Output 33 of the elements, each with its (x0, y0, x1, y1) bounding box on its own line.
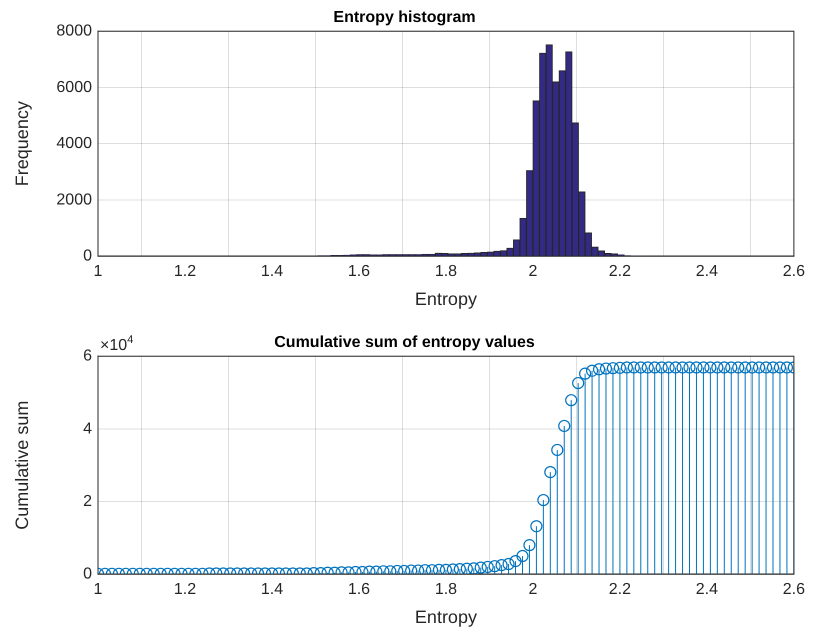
x-tick-label: 1.6 (348, 581, 370, 598)
y-tick-label: 2000 (56, 191, 92, 208)
x-tick-label: 1.4 (260, 263, 284, 280)
x-tick-label: 1 (94, 263, 103, 280)
x-tick-label: 1.2 (174, 263, 196, 280)
x-tick-label: 2.6 (782, 263, 806, 280)
chart-title: Cumulative sum of entropy values (274, 334, 535, 352)
x-tick-label: 2 (528, 581, 538, 598)
x-tick-label: 2.2 (608, 263, 632, 280)
x-tick-label: 1 (94, 581, 103, 598)
chart-title: Entropy histogram (333, 9, 476, 26)
x-axis-title: Entropy (414, 607, 477, 628)
y-tick-label: 4 (83, 420, 92, 438)
x-tick-label: 1.4 (260, 581, 284, 598)
x-tick-label: 1.2 (174, 581, 196, 598)
x-tick-label: 2.2 (608, 581, 632, 598)
y-tick-label: 6000 (56, 78, 92, 96)
y-tick-label: 6 (83, 348, 92, 365)
x-tick-label: 2.6 (782, 581, 806, 598)
y-tick-label: 0 (83, 248, 92, 265)
x-tick-label: 1.8 (434, 581, 458, 598)
x-axis-title: Entropy (414, 289, 477, 310)
x-tick-label: 1.8 (434, 263, 458, 280)
y-axis-title: Cumulative sum (12, 400, 32, 530)
x-tick-label: 2.4 (696, 581, 718, 598)
y-tick-label: 4000 (56, 135, 92, 152)
x-tick-label: 2.4 (696, 263, 718, 280)
x-tick-label: 1.6 (348, 263, 370, 280)
y-axis-title: Frequency (12, 101, 32, 186)
y-tick-label: 2 (83, 492, 92, 510)
x-tick-label: 2 (528, 263, 538, 280)
y-tick-label: 8000 (56, 22, 92, 40)
y-tick-label: 0 (83, 566, 92, 583)
